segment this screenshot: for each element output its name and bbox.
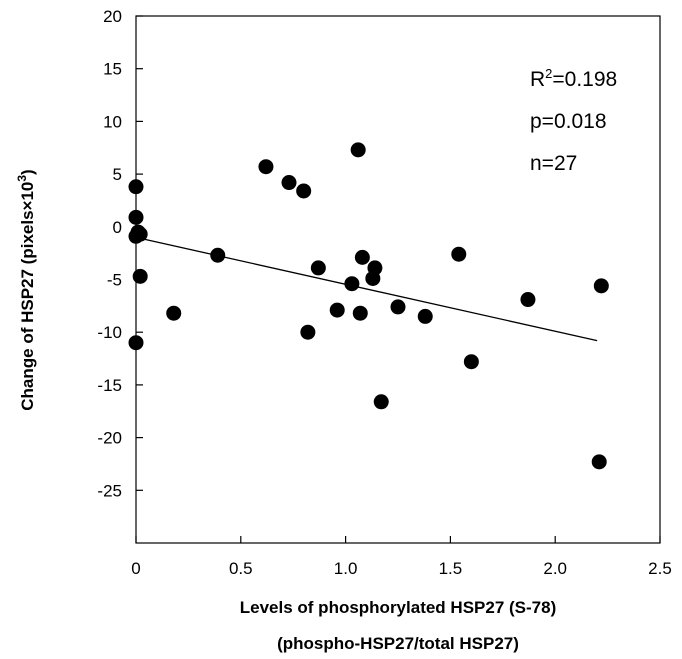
data-point: [350, 142, 366, 158]
y-tick-label: -10: [97, 323, 122, 342]
y-tick-label: -25: [97, 481, 122, 500]
data-point: [367, 260, 383, 276]
data-point: [451, 246, 467, 262]
data-points: [128, 142, 609, 470]
data-point: [300, 324, 316, 340]
data-point: [373, 394, 389, 410]
data-point: [344, 276, 360, 292]
data-point: [310, 260, 326, 276]
y-tick-label: 15: [103, 60, 122, 79]
data-point: [520, 292, 536, 308]
data-point: [281, 175, 297, 191]
data-point: [296, 183, 312, 199]
data-point: [354, 249, 370, 265]
p-value-annotation: p=0.018: [530, 110, 607, 133]
y-axis-ticks: 20 15 10 5 0 -5 -10 -15 -20 -25: [97, 7, 143, 500]
data-point: [463, 354, 479, 370]
data-point: [258, 159, 274, 175]
y-tick-label: 5: [113, 165, 122, 184]
y-tick-label: 0: [113, 218, 122, 237]
x-tick-label: 2.5: [648, 559, 672, 578]
data-point: [128, 179, 144, 195]
x-tick-label: 1.0: [334, 559, 358, 578]
data-point: [591, 454, 607, 470]
y-tick-label: -5: [107, 271, 122, 290]
data-point: [132, 226, 148, 242]
data-point: [390, 299, 406, 315]
x-tick-label: 0.5: [229, 559, 253, 578]
data-point: [417, 308, 433, 324]
x-axis-label-line2: (phospho-HSP27/total HSP27): [277, 634, 519, 653]
data-point: [329, 302, 345, 318]
data-point: [210, 247, 226, 263]
y-tick-label: -15: [97, 376, 122, 395]
data-point: [352, 305, 368, 321]
n-annotation: n=27: [530, 152, 577, 175]
data-point: [166, 305, 182, 321]
y-tick-label: 20: [103, 7, 122, 26]
x-tick-label: 2.0: [543, 559, 567, 578]
data-point: [132, 268, 148, 284]
x-axis-ticks: 0 0.5 1.0 1.5 2.0 2.5: [131, 536, 672, 578]
data-point: [128, 209, 144, 225]
data-point: [128, 335, 144, 351]
y-tick-label: 10: [103, 112, 122, 131]
x-tick-label: 1.5: [439, 559, 463, 578]
r-squared-annotation: R2=0.198: [530, 66, 617, 91]
plot-frame: [135, 15, 661, 544]
x-tick-label: 0: [131, 559, 140, 578]
y-tick-label: -20: [97, 429, 122, 448]
data-point: [593, 278, 609, 294]
y-axis-label: Change of HSP27 (pixels×103): [15, 169, 37, 410]
x-axis-label-line1: Levels of phosphorylated HSP27 (S-78): [240, 598, 556, 617]
